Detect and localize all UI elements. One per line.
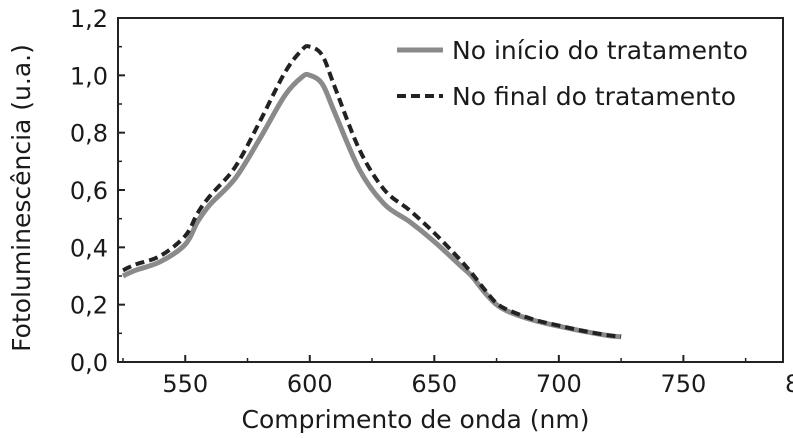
y-tick-label: 0,4 <box>70 234 108 262</box>
x-tick-label: 650 <box>411 370 457 398</box>
legend-label-2: No final do tratamento <box>452 82 736 111</box>
series-line-1 <box>121 71 622 340</box>
x-axis-title: Comprimento de onda (nm) <box>242 405 590 434</box>
series-layer <box>121 44 622 340</box>
y-axis-title: Fotoluminescência (u.a.) <box>7 44 36 352</box>
legend-label-1: No início do tratamento <box>452 36 748 65</box>
ticks-layer: 550 600 650 700 750 800 0,0 0,2 0,4 0,6 0,8 1,0 1,2 <box>70 5 793 398</box>
x-tick-label: 700 <box>536 370 582 398</box>
y-tick-label: 1,2 <box>70 5 108 33</box>
legend: No início do tratamento No final do trata… <box>397 36 748 111</box>
y-tick-label: 0,2 <box>70 292 108 320</box>
x-tick-label: 750 <box>660 370 706 398</box>
y-tick-label: 0,0 <box>70 349 108 377</box>
y-tick-label: 0,6 <box>70 177 108 205</box>
x-tick-label: 600 <box>287 370 333 398</box>
x-tick-label: 800 <box>785 370 793 398</box>
series-line-2 <box>122 44 622 339</box>
y-tick-label: 0,8 <box>70 120 108 148</box>
x-tick-label: 550 <box>162 370 208 398</box>
y-tick-label: 1,0 <box>70 62 108 90</box>
